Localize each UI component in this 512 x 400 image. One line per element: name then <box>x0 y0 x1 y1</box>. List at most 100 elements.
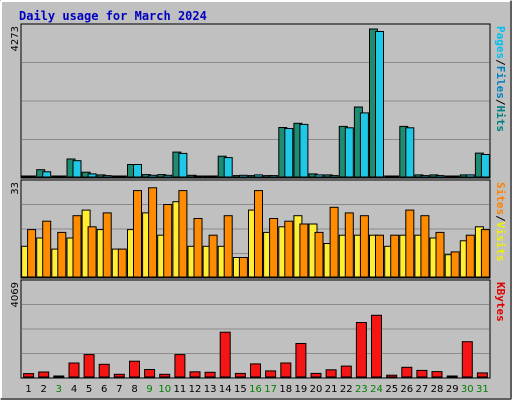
bar-files-3 <box>57 175 67 178</box>
bar-sites-16 <box>254 190 263 278</box>
bar-files-5 <box>87 173 97 178</box>
bar-files-29 <box>450 175 460 178</box>
bar-kbytes-17 <box>265 370 277 378</box>
bar-sites-29 <box>450 251 460 278</box>
bar-files-9 <box>148 174 158 178</box>
bar-sites-24 <box>375 234 384 278</box>
bar-kbytes-15 <box>234 372 246 378</box>
bar-kbytes-21 <box>325 369 337 378</box>
bar-sites-11 <box>178 190 188 278</box>
x-tick-label-18: 18 <box>279 384 292 395</box>
bar-sites-19 <box>299 223 309 278</box>
legend-label: Hits <box>494 106 507 133</box>
chart-title: Daily usage for March 2024 <box>19 9 207 23</box>
bar-sites-5 <box>87 226 97 278</box>
bar-kbytes-10 <box>159 373 171 378</box>
x-tick-label-25: 25 <box>385 384 398 395</box>
bar-kbytes-1 <box>23 373 35 378</box>
bar-sites-6 <box>102 212 112 278</box>
x-tick-label-15: 15 <box>234 384 247 395</box>
bar-kbytes-16 <box>250 363 261 378</box>
bar-kbytes-5 <box>83 354 95 378</box>
bar-kbytes-7 <box>113 373 125 378</box>
bar-sites-15 <box>238 257 248 278</box>
x-tick-label-12: 12 <box>189 384 202 395</box>
bar-files-2 <box>42 171 52 178</box>
x-tick-label-30: 30 <box>461 384 474 395</box>
x-tick-label-2: 2 <box>41 384 47 395</box>
bar-files-14 <box>223 157 233 178</box>
x-tick-label-7: 7 <box>116 384 122 395</box>
legend-label: / <box>494 99 507 106</box>
x-tick-label-13: 13 <box>204 384 217 395</box>
bar-sites-9 <box>148 187 158 278</box>
bar-kbytes-29 <box>446 375 458 378</box>
x-tick-label-9: 9 <box>146 384 152 395</box>
x-tick-label-20: 20 <box>310 384 323 395</box>
bar-kbytes-12 <box>189 371 201 378</box>
bar-kbytes-9 <box>144 369 156 378</box>
panel-middle-axis-max-label: 33 <box>10 182 21 195</box>
bar-kbytes-22 <box>340 365 352 378</box>
bar-kbytes-11 <box>174 354 186 378</box>
bar-files-6 <box>102 175 112 178</box>
panel-bottom-side-legend: KBytes <box>494 282 507 322</box>
x-tick-label-24: 24 <box>370 384 383 395</box>
bar-sites-7 <box>117 248 127 278</box>
x-tick-label-31: 31 <box>476 384 489 395</box>
x-tick-label-29: 29 <box>446 384 459 395</box>
bar-kbytes-26 <box>401 366 413 378</box>
bar-kbytes-2 <box>38 371 50 378</box>
bar-files-15 <box>238 174 248 178</box>
bar-sites-25 <box>390 234 400 278</box>
x-tick-label-11: 11 <box>174 384 187 395</box>
legend-label: / <box>494 59 507 66</box>
bar-sites-3 <box>57 231 67 278</box>
bar-kbytes-19 <box>295 343 307 378</box>
panel-top-side-legend: Pages/Files/Hits <box>494 26 507 132</box>
bar-files-12 <box>193 175 203 178</box>
x-tick-label-16: 16 <box>249 384 262 395</box>
panel-bottom-axis-max-label: 4069 <box>10 282 21 307</box>
legend-label: Files <box>494 66 507 99</box>
bar-sites-18 <box>284 220 294 278</box>
bar-files-10 <box>163 174 173 178</box>
legend-label: / <box>494 215 507 222</box>
bar-sites-28 <box>435 231 445 278</box>
bar-files-19 <box>299 123 309 178</box>
bar-files-22 <box>344 127 354 178</box>
legend-label: Pages <box>494 26 507 59</box>
bar-files-8 <box>133 164 142 178</box>
x-tick-label-3: 3 <box>56 384 62 395</box>
bar-files-17 <box>269 175 279 178</box>
bar-sites-4 <box>72 215 82 278</box>
legend-label: KBytes <box>494 282 507 322</box>
x-tick-label-23: 23 <box>355 384 368 395</box>
bar-files-11 <box>178 152 188 178</box>
bar-kbytes-4 <box>68 362 80 378</box>
x-tick-label-19: 19 <box>295 384 308 395</box>
bar-files-30 <box>465 174 475 178</box>
bar-sites-1 <box>27 229 37 278</box>
bar-files-25 <box>390 175 400 178</box>
x-tick-label-14: 14 <box>219 384 232 395</box>
bar-kbytes-3 <box>53 375 65 378</box>
bar-kbytes-6 <box>98 363 110 378</box>
bar-kbytes-23 <box>355 322 367 378</box>
bar-sites-17 <box>269 218 279 278</box>
bar-kbytes-27 <box>416 369 428 378</box>
bar-sites-20 <box>314 231 324 278</box>
bar-kbytes-25 <box>386 374 398 378</box>
legend-label: Sites <box>494 182 507 215</box>
bar-kbytes-31 <box>476 372 488 378</box>
x-tick-label-5: 5 <box>86 384 92 395</box>
bar-files-13 <box>208 175 218 178</box>
bar-sites-31 <box>480 229 490 278</box>
bar-files-18 <box>284 128 294 178</box>
bar-files-26 <box>405 127 415 178</box>
x-tick-label-28: 28 <box>431 384 444 395</box>
bar-sites-13 <box>208 234 218 278</box>
bar-files-27 <box>420 175 430 178</box>
x-tick-label-17: 17 <box>264 384 277 395</box>
bar-files-31 <box>480 154 490 178</box>
